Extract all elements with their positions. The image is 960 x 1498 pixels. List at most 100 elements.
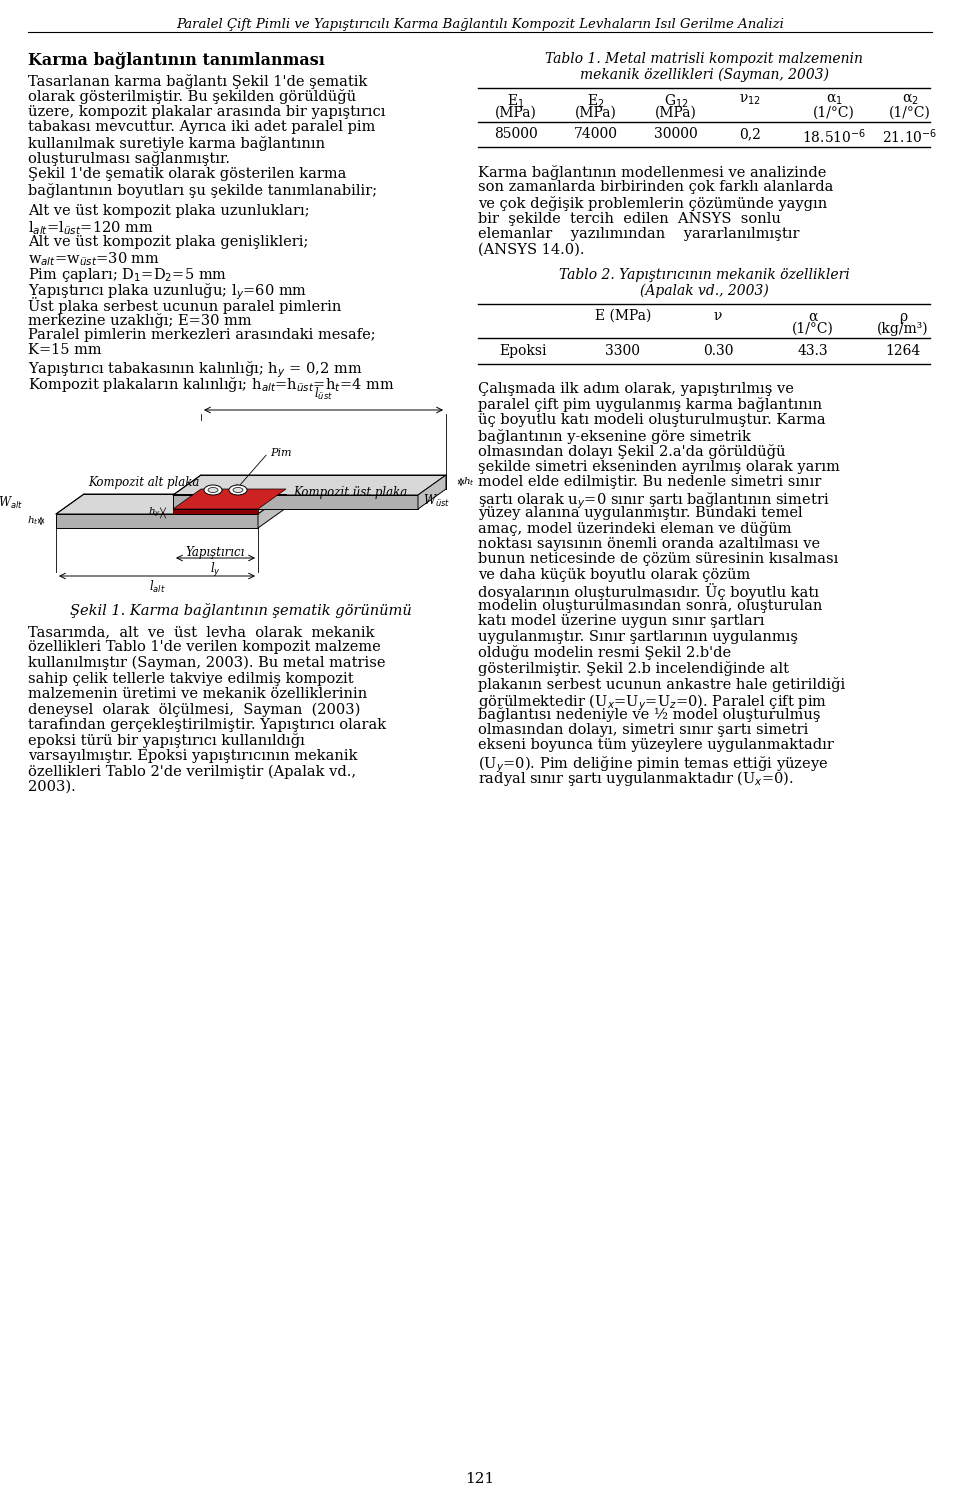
Text: Tasarımda,  alt  ve  üst  levha  olarak  mekanik: Tasarımda, alt ve üst levha olarak mekan…: [28, 625, 374, 640]
Text: Pim çapları; D$_1$=D$_2$=5 mm: Pim çapları; D$_1$=D$_2$=5 mm: [28, 267, 228, 285]
Text: (kg/m³): (kg/m³): [877, 322, 929, 337]
Text: ν: ν: [714, 309, 722, 324]
Text: 43.3: 43.3: [798, 345, 828, 358]
Text: h$_t$: h$_t$: [27, 515, 39, 527]
Text: Paralel pimlerin merkezleri arasındaki mesafe;: Paralel pimlerin merkezleri arasındaki m…: [28, 328, 375, 342]
Text: şartı olarak u$_y$=0 sınır şartı bağlantının simetri: şartı olarak u$_y$=0 sınır şartı bağlant…: [478, 490, 829, 511]
Text: malzemenin üretimi ve mekanik özelliklerinin: malzemenin üretimi ve mekanik özellikler…: [28, 688, 368, 701]
Text: ve daha küçük boyutlu olarak çözüm: ve daha küçük boyutlu olarak çözüm: [478, 568, 751, 583]
Text: kullanılmıştır (Sayman, 2003). Bu metal matrise: kullanılmıştır (Sayman, 2003). Bu metal …: [28, 656, 386, 671]
Text: α$_1$: α$_1$: [826, 93, 842, 108]
Text: (MPa): (MPa): [575, 106, 617, 120]
Text: elemanlar    yazılımından    yararlanılmıştır: elemanlar yazılımından yararlanılmıştır: [478, 228, 800, 241]
Text: Paralel Çift Pimli ve Yapıştırıcılı Karma Bağlantılı Kompozit Levhaların Isıl Ge: Paralel Çift Pimli ve Yapıştırıcılı Karm…: [176, 18, 784, 31]
Text: Epoksi: Epoksi: [499, 345, 547, 358]
Text: Şekil 1. Karma bağlantının şematik görünümü: Şekil 1. Karma bağlantının şematik görün…: [70, 604, 412, 619]
Text: noktası sayısının önemli oranda azaltılması ve: noktası sayısının önemli oranda azaltılm…: [478, 536, 820, 551]
Text: olarak gösterilmiştir. Bu şekilden görüldüğü: olarak gösterilmiştir. Bu şekilden görül…: [28, 90, 356, 105]
Text: ekseni boyunca tüm yüzeylere uygulanmaktadır: ekseni boyunca tüm yüzeylere uygulanmakt…: [478, 739, 834, 752]
Text: deneysel  olarak  ölçülmesi,  Sayman  (2003): deneysel olarak ölçülmesi, Sayman (2003): [28, 703, 360, 718]
Text: şekilde simetri ekseninden ayrılmış olarak yarım: şekilde simetri ekseninden ayrılmış olar…: [478, 460, 840, 473]
Polygon shape: [173, 475, 446, 494]
Text: (1/°C): (1/°C): [813, 106, 855, 120]
Text: w$_{alt}$=w$_{üst}$=30 mm: w$_{alt}$=w$_{üst}$=30 mm: [28, 250, 160, 268]
Text: bağlantının y-eksenine göre simetrik: bağlantının y-eksenine göre simetrik: [478, 428, 751, 443]
Text: E$_2$: E$_2$: [588, 93, 605, 111]
Text: Karma bağlantının modellenmesi ve analizinde: Karma bağlantının modellenmesi ve analiz…: [478, 165, 827, 180]
Text: uygulanmıştır. Sınır şartlarının uygulanmış: uygulanmıştır. Sınır şartlarının uygulan…: [478, 631, 798, 644]
Text: h$_y$: h$_y$: [148, 505, 161, 518]
Text: ρ: ρ: [899, 310, 907, 324]
Text: olduğu modelin resmi Şekil 2.b'de: olduğu modelin resmi Şekil 2.b'de: [478, 646, 732, 661]
Polygon shape: [418, 475, 446, 509]
Text: yüzey alanına uygulanmıştır. Bundaki temel: yüzey alanına uygulanmıştır. Bundaki tem…: [478, 506, 803, 520]
Text: (ANSYS 14.0).: (ANSYS 14.0).: [478, 243, 585, 256]
Text: l$_y$: l$_y$: [209, 560, 221, 580]
Text: 30000: 30000: [654, 127, 698, 141]
Text: özellikleri Tablo 2'de verilmiştir (Apalak vd.,: özellikleri Tablo 2'de verilmiştir (Apal…: [28, 764, 356, 779]
Text: epoksi türü bir yapıştırıcı kullanıldığı: epoksi türü bir yapıştırıcı kullanıldığı: [28, 734, 305, 749]
Text: 21.10$^{-6}$: 21.10$^{-6}$: [882, 127, 938, 145]
Text: paralel çift pim uygulanmış karma bağlantının: paralel çift pim uygulanmış karma bağlan…: [478, 397, 822, 412]
Text: dosyalarının oluşturulmasıdır. Üç boyutlu katı: dosyalarının oluşturulmasıdır. Üç boyutl…: [478, 584, 819, 601]
Text: olmasından dolayı Şekil 2.a'da görüldüğü: olmasından dolayı Şekil 2.a'da görüldüğü: [478, 443, 785, 458]
Ellipse shape: [229, 485, 247, 494]
Text: Tasarlanan karma bağlantı Şekil 1'de şematik: Tasarlanan karma bağlantı Şekil 1'de şem…: [28, 73, 368, 88]
Text: Şekil 1'de şematik olarak gösterilen karma: Şekil 1'de şematik olarak gösterilen kar…: [28, 166, 347, 181]
Text: bağlantının boyutları şu şekilde tanımlanabilir;: bağlantının boyutları şu şekilde tanımla…: [28, 183, 377, 198]
Text: h$_t$: h$_t$: [463, 475, 475, 488]
Text: tarafından gerçekleştirilmiştir. Yapıştırıcı olarak: tarafından gerçekleştirilmiştir. Yapıştı…: [28, 718, 386, 733]
Text: bunun neticesinde de çözüm süresinin kısalması: bunun neticesinde de çözüm süresinin kıs…: [478, 553, 838, 566]
Text: 0.30: 0.30: [703, 345, 733, 358]
Text: modelin oluşturulmasından sonra, oluşturulan: modelin oluşturulmasından sonra, oluştur…: [478, 599, 823, 613]
Text: 121: 121: [466, 1473, 494, 1486]
Text: Tablo 2. Yapıştırıcının mekanik özellikleri: Tablo 2. Yapıştırıcının mekanik özellikl…: [559, 268, 850, 282]
Text: α: α: [808, 310, 818, 324]
Text: (1/°C): (1/°C): [792, 322, 834, 336]
Text: ν$_{12}$: ν$_{12}$: [739, 93, 761, 108]
Polygon shape: [56, 494, 286, 514]
Text: 3300: 3300: [606, 345, 640, 358]
Text: varsayılmıştır. Epoksi yapıştırıcının mekanik: varsayılmıştır. Epoksi yapıştırıcının me…: [28, 749, 357, 762]
Polygon shape: [173, 494, 418, 509]
Text: Tablo 1. Metal matrisli kompozit malzemenin: Tablo 1. Metal matrisli kompozit malzeme…: [545, 52, 863, 66]
Text: W$_{üst}$: W$_{üst}$: [423, 493, 450, 509]
Text: amaç, model üzerindeki eleman ve düğüm: amaç, model üzerindeki eleman ve düğüm: [478, 521, 792, 536]
Text: Yapıştırıcı plaka uzunluğu; l$_y$=60 mm: Yapıştırıcı plaka uzunluğu; l$_y$=60 mm: [28, 282, 307, 303]
Text: l$_{alt}$: l$_{alt}$: [149, 580, 165, 595]
Text: K=15 mm: K=15 mm: [28, 343, 102, 358]
Text: tabakası mevcuttur. Ayrıca iki adet paralel pim: tabakası mevcuttur. Ayrıca iki adet para…: [28, 120, 375, 135]
Polygon shape: [56, 514, 258, 527]
Text: E$_1$: E$_1$: [507, 93, 525, 111]
Text: Yapıştırıcı tabakasının kalınlığı; h$_y$ = 0,2 mm: Yapıştırıcı tabakasının kalınlığı; h$_y$…: [28, 360, 363, 379]
Text: 2003).: 2003).: [28, 780, 76, 794]
Text: sahip çelik tellerle takviye edilmiş kompozit: sahip çelik tellerle takviye edilmiş kom…: [28, 671, 353, 686]
Text: (1/°C): (1/°C): [889, 106, 931, 120]
Text: plakanın serbest ucunun ankastre hale getirildiği: plakanın serbest ucunun ankastre hale ge…: [478, 677, 845, 692]
Ellipse shape: [204, 485, 222, 494]
Text: 85000: 85000: [494, 127, 538, 141]
Text: α$_2$: α$_2$: [901, 93, 919, 108]
Text: görülmektedir (U$_x$=U$_y$=U$_z$=0). Paralel çift pim: görülmektedir (U$_x$=U$_y$=U$_z$=0). Par…: [478, 692, 827, 713]
Polygon shape: [173, 509, 258, 514]
Text: W$_{alt}$: W$_{alt}$: [0, 494, 23, 511]
Text: kullanılmak suretiyle karma bağlantının: kullanılmak suretiyle karma bağlantının: [28, 136, 325, 151]
Text: radyal sınır şartı uygulanmaktadır (U$_x$=0).: radyal sınır şartı uygulanmaktadır (U$_x…: [478, 770, 794, 788]
Text: Yapıştırıcı: Yapıştırıcı: [185, 545, 245, 559]
Ellipse shape: [233, 487, 243, 493]
Text: ve çok değişik problemlerin çözümünde yaygın: ve çok değişik problemlerin çözümünde ya…: [478, 196, 828, 211]
Text: Alt ve üst kompozit plaka uzunlukları;: Alt ve üst kompozit plaka uzunlukları;: [28, 204, 310, 219]
Text: (Apalak vd., 2003): (Apalak vd., 2003): [639, 285, 768, 298]
Text: üç boyutlu katı modeli oluşturulmuştur. Karma: üç boyutlu katı modeli oluşturulmuştur. …: [478, 413, 826, 427]
Text: Kompozit üst plaka: Kompozit üst plaka: [293, 485, 407, 499]
Text: özellikleri Tablo 1'de verilen kompozit malzeme: özellikleri Tablo 1'de verilen kompozit …: [28, 641, 381, 655]
Text: Kompozit plakaların kalınlığı; h$_{alt}$=h$_{üst}$=h$_t$=4 mm: Kompozit plakaların kalınlığı; h$_{alt}$…: [28, 374, 395, 394]
Text: Pim: Pim: [270, 448, 292, 458]
Polygon shape: [258, 494, 286, 527]
Text: G$_{12}$: G$_{12}$: [663, 93, 688, 111]
Text: (MPa): (MPa): [495, 106, 537, 120]
Text: son zamanlarda birbirinden çok farklı alanlarda: son zamanlarda birbirinden çok farklı al…: [478, 180, 833, 195]
Text: merkezine uzaklığı; E=30 mm: merkezine uzaklığı; E=30 mm: [28, 313, 252, 328]
Polygon shape: [173, 488, 286, 509]
Text: Çalışmada ilk adım olarak, yapıştırılmış ve: Çalışmada ilk adım olarak, yapıştırılmış…: [478, 382, 794, 395]
